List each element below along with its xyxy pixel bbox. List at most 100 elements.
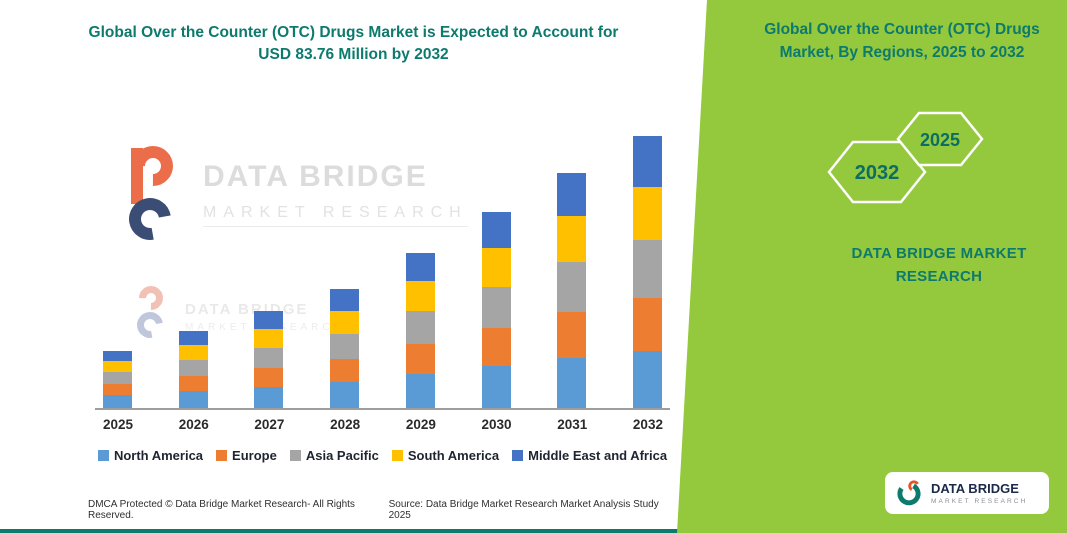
bar-segment-europe [178, 375, 208, 391]
bar-2030 [481, 212, 511, 408]
bar-segment-middle-east-and-africa [405, 252, 435, 281]
bar-segment-north-america [481, 365, 511, 408]
bar-segment-middle-east-and-africa [330, 288, 360, 311]
bar-segment-asia-pacific [254, 347, 284, 368]
bar-segment-asia-pacific [481, 286, 511, 328]
bar-2025 [103, 351, 132, 408]
x-axis-label: 2028 [330, 417, 361, 432]
hexagon-2032-label: 2032 [855, 162, 900, 184]
legend-swatch [216, 450, 228, 461]
bar-2031 [557, 173, 587, 408]
bar-segment-europe [481, 327, 511, 366]
bar-segment-north-america [632, 350, 662, 408]
brand-text: DATA BRIDGE MARKET RESEARCH [851, 245, 1027, 285]
bar-segment-asia-pacific [178, 359, 208, 376]
chart-title: Global Over the Counter (OTC) Drugs Mark… [88, 24, 619, 64]
watermark-line1: DATA BRIDGE [203, 160, 428, 193]
bar-segment-asia-pacific [405, 310, 435, 344]
hexagon-badges: 2032 2025 [827, 111, 984, 204]
bar-segment-south-america [103, 361, 132, 372]
bar-segment-south-america [481, 248, 511, 287]
dmca-text: DMCA Protected © Data Bridge Market Rese… [88, 499, 355, 521]
logo-subtitle: MARKET RESEARCH [931, 498, 1028, 506]
bar-2027 [254, 310, 284, 408]
bottom-accent-line [0, 529, 700, 533]
legend-swatch [512, 450, 524, 461]
logo-name: DATA BRIDGE [931, 480, 1019, 496]
legend-swatch [97, 450, 109, 461]
bar-segment-middle-east-and-africa [557, 173, 587, 217]
x-axis-label: 2025 [103, 417, 134, 432]
x-axis-label: 2032 [632, 417, 663, 432]
x-axis-label: 2029 [405, 417, 436, 432]
x-axis-label: 2027 [254, 417, 285, 432]
legend-item: Europe [216, 448, 277, 463]
legend-item: South America [391, 448, 500, 463]
legend-label: South America [407, 448, 500, 463]
watermark-text: DATA BRIDGE MARKET RESEARCH [203, 146, 468, 264]
legend-item: Asia Pacific [289, 448, 379, 463]
side-panel-title: Global Over the Counter (OTC) Drugs Mark… [764, 21, 1040, 62]
hexagon-2025 [896, 111, 984, 167]
watermark-line2: MARKET RESEARCH [203, 204, 468, 227]
x-axis-label: 2026 [178, 417, 209, 432]
bar-segment-europe [103, 384, 132, 395]
data-bridge-watermark-logo-icon [120, 137, 187, 264]
x-axis-labels: 2025 2026 2027 2028 2029 2030 2031 2032 [95, 410, 670, 432]
bar-segment-middle-east-and-africa [632, 136, 662, 188]
bar-segment-north-america [254, 386, 284, 408]
watermark: DATA BRIDGE MARKET RESEARCH [120, 137, 468, 264]
side-panel: Global Over the Counter (OTC) Drugs Mark… [677, 0, 1067, 533]
bar-2026 [178, 330, 208, 408]
chart-legend: North America Europe Asia Pacific South Ame… [95, 448, 670, 463]
bar-segment-asia-pacific [632, 240, 662, 298]
bar-segment-middle-east-and-africa [481, 212, 511, 249]
bar-segment-europe [557, 311, 587, 358]
hexagon-2032 [827, 140, 927, 204]
bar-segment-europe [330, 358, 360, 382]
bar-segment-north-america [557, 357, 587, 408]
bar-segment-north-america [178, 390, 208, 408]
plot-area [95, 128, 670, 410]
bar-segment-north-america [103, 395, 132, 408]
chart-panel: Global Over the Counter (OTC) Drugs Mark… [0, 24, 700, 533]
bar-segment-south-america [557, 216, 587, 263]
bar-segment-middle-east-and-africa [103, 351, 132, 361]
bar-segment-middle-east-and-africa [178, 330, 208, 345]
bar-2029 [405, 252, 435, 408]
bar-segment-asia-pacific [557, 262, 587, 312]
bar-2032 [632, 136, 662, 408]
legend-label: North America [113, 448, 204, 463]
bar-segment-asia-pacific [330, 333, 360, 359]
bar-segment-south-america [330, 310, 360, 334]
legend-item: North America [97, 448, 204, 463]
legend-item: Middle East and Africa [512, 448, 667, 463]
watermark-logo-shape [131, 148, 143, 204]
x-axis-label: 2031 [557, 417, 588, 432]
data-bridge-logo-icon [897, 480, 921, 506]
legend-label: Middle East and Africa [528, 448, 668, 463]
bar-segment-europe [254, 367, 284, 387]
bar-segment-south-america [632, 187, 662, 241]
bar-segment-north-america [330, 381, 360, 408]
bar-segment-south-america [178, 344, 208, 360]
hexagon-2025-label: 2025 [920, 130, 960, 150]
legend-label: Europe [232, 448, 277, 463]
data-bridge-logo-card: DATA BRIDGE MARKET RESEARCH [885, 472, 1049, 514]
x-axis-label: 2030 [481, 417, 512, 432]
footer: DMCA Protected © Data Bridge Market Rese… [88, 499, 670, 521]
logo-text: DATA BRIDGE MARKET RESEARCH [931, 481, 1027, 506]
bar-segment-north-america [405, 373, 435, 408]
legend-swatch [289, 450, 301, 461]
legend-swatch [391, 450, 403, 461]
bar-segment-europe [405, 343, 435, 374]
bar-segment-middle-east-and-africa [254, 310, 284, 329]
bar-2028 [330, 288, 360, 408]
source-text: Source: Data Bridge Market Research Mark… [388, 499, 659, 521]
legend-label: Asia Pacific [305, 448, 379, 463]
bar-segment-europe [632, 297, 662, 351]
bar-segment-south-america [254, 328, 284, 348]
bar-segment-south-america [405, 280, 435, 311]
bar-chart: DATA BRIDGE MARKET RESEARCH DATA BRIDGE … [95, 128, 670, 463]
